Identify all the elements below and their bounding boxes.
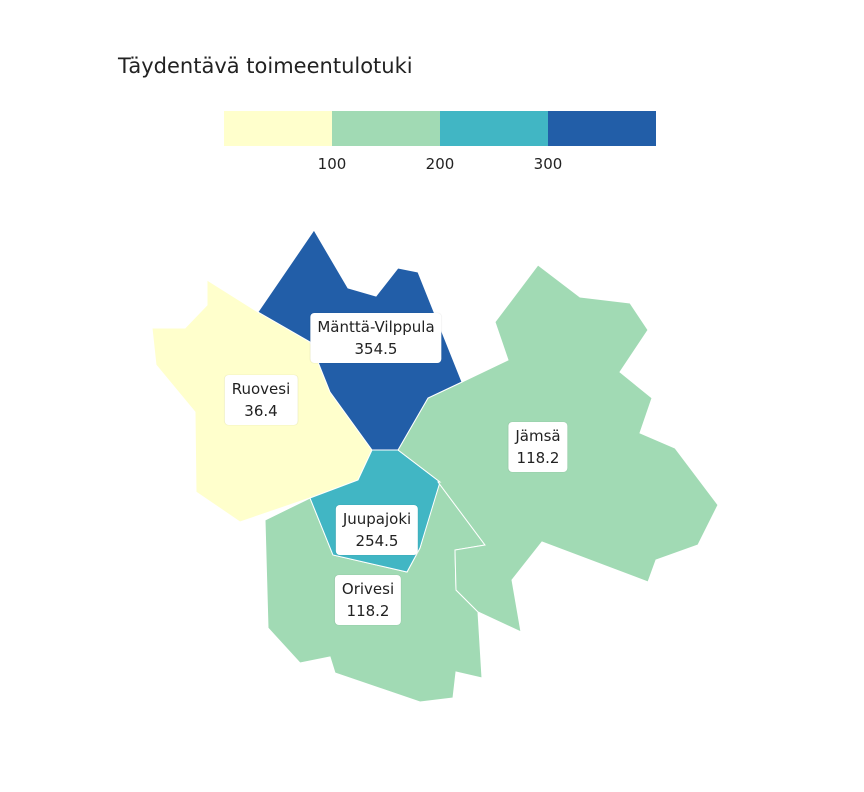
legend-swatch-1 bbox=[224, 111, 332, 146]
color-legend bbox=[224, 111, 656, 146]
region-name: Jämsä bbox=[515, 427, 561, 445]
label-orivesi: Orivesi 118.2 bbox=[334, 575, 402, 625]
region-value: 254.5 bbox=[355, 532, 399, 550]
label-juupajoki: Juupajoki 254.5 bbox=[335, 505, 419, 555]
legend-tick-100: 100 bbox=[317, 155, 347, 173]
legend-tick-300: 300 bbox=[533, 155, 563, 173]
region-value: 118.2 bbox=[346, 602, 390, 620]
legend-swatch-4 bbox=[548, 111, 656, 146]
region-name: Orivesi bbox=[341, 580, 395, 598]
label-mantta-vilppula: Mänttä-Vilppula 354.5 bbox=[310, 313, 442, 363]
label-jamsa: Jämsä 118.2 bbox=[508, 422, 568, 472]
legend-swatch-2 bbox=[332, 111, 440, 146]
label-ruovesi: Ruovesi 36.4 bbox=[224, 375, 298, 425]
region-value: 118.2 bbox=[516, 449, 560, 467]
region-name: Juupajoki bbox=[342, 510, 412, 528]
region-value: 36.4 bbox=[244, 402, 278, 420]
legend-tick-200: 200 bbox=[425, 155, 455, 173]
region-name: Ruovesi bbox=[231, 380, 291, 398]
region-value: 354.5 bbox=[354, 340, 398, 358]
region-name: Mänttä-Vilppula bbox=[317, 318, 435, 336]
legend-swatch-3 bbox=[440, 111, 548, 146]
map-title: Täydentävä toimeentulotuki bbox=[118, 54, 413, 78]
